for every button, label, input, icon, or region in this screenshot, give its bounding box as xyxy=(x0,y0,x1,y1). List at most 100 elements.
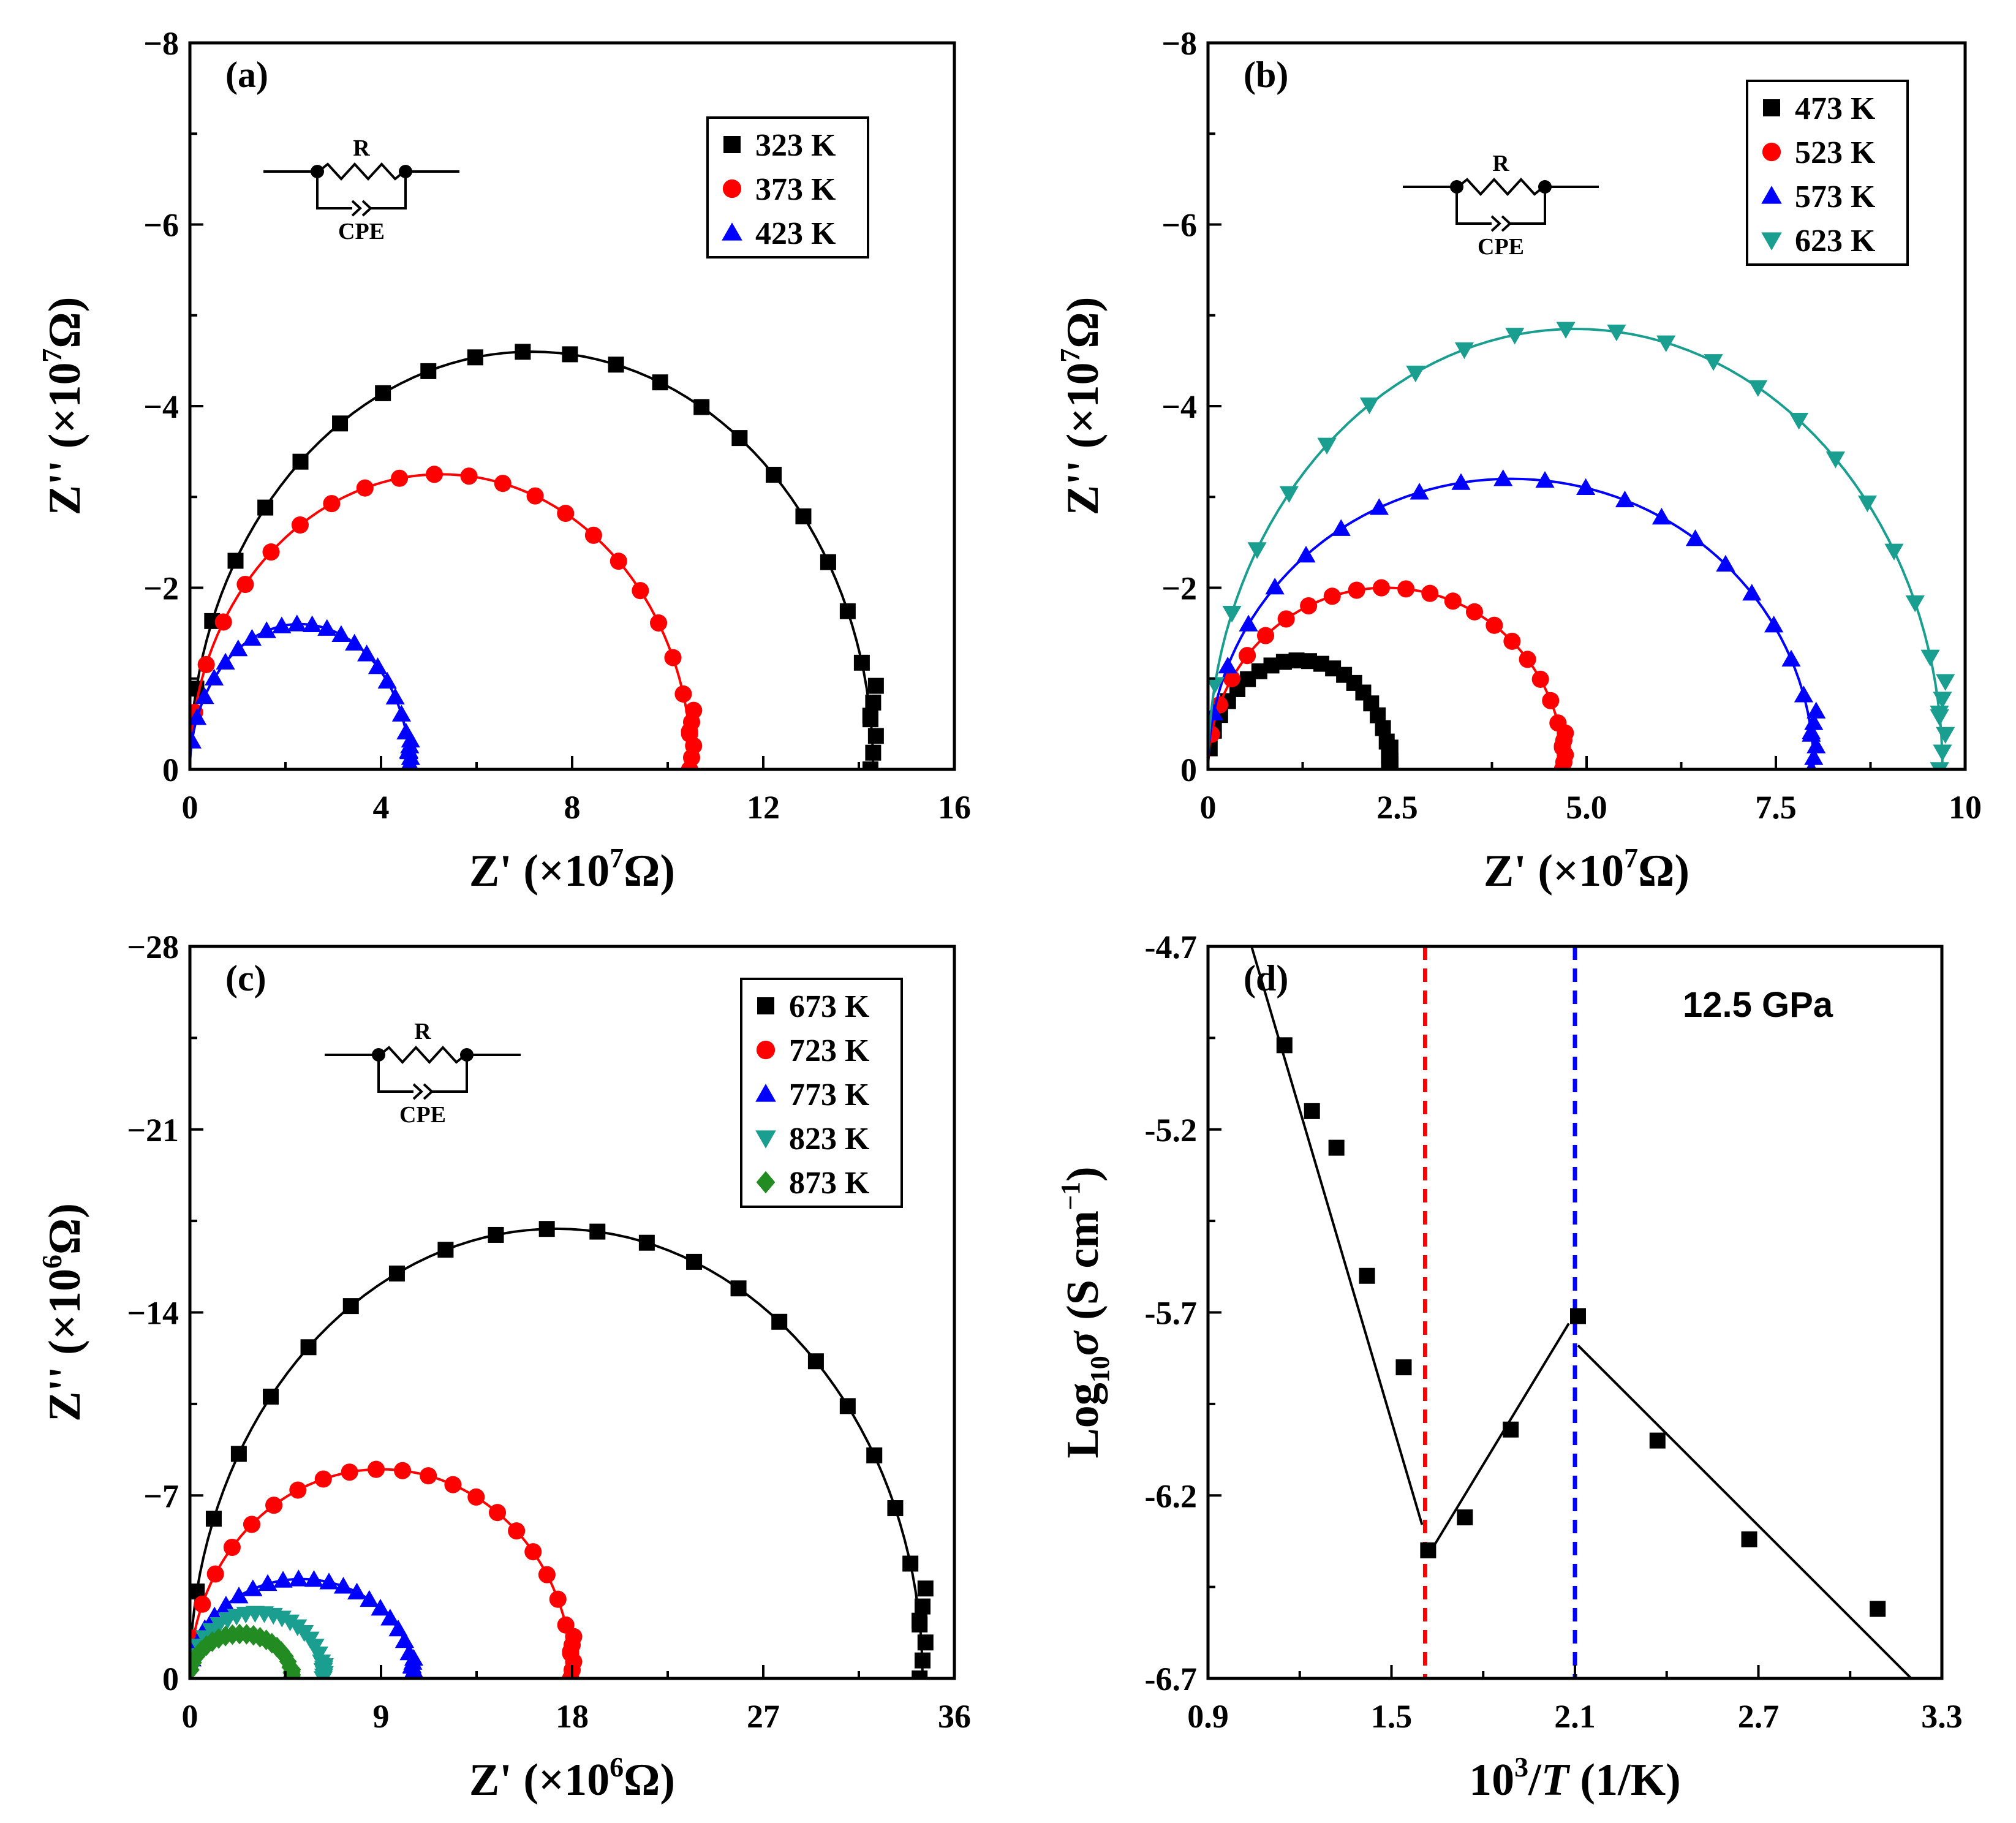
fit-curve xyxy=(1208,327,1944,769)
data-point xyxy=(538,1221,555,1237)
legend-marker xyxy=(723,136,741,153)
data-point xyxy=(865,694,882,711)
panel-label: (c) xyxy=(225,958,266,998)
data-point xyxy=(317,619,337,636)
data-point xyxy=(291,516,309,534)
data-point xyxy=(912,1670,928,1678)
legend-label: 723 K xyxy=(789,1033,870,1068)
legend-label: 323 K xyxy=(755,128,836,163)
data-point xyxy=(1375,720,1391,736)
data-point xyxy=(853,654,870,671)
data-point xyxy=(866,1447,883,1463)
x-tick-label: 10 xyxy=(1949,789,1982,826)
y-tick-label: −6 xyxy=(143,207,179,244)
legend-label: 873 K xyxy=(789,1166,870,1201)
data-point xyxy=(565,1628,583,1645)
data-point xyxy=(867,728,884,744)
data-point xyxy=(345,633,364,651)
data-point xyxy=(333,1577,353,1594)
data-point xyxy=(265,1497,283,1514)
data-point xyxy=(1277,610,1295,628)
data-point xyxy=(1789,413,1809,430)
data-point xyxy=(902,1555,919,1572)
data-point xyxy=(917,1580,934,1597)
legend-marker xyxy=(1761,186,1782,204)
resistor xyxy=(317,162,406,181)
data-point xyxy=(693,399,710,415)
data-point xyxy=(314,1658,334,1675)
data-point xyxy=(1256,627,1275,644)
data-point xyxy=(1331,519,1351,536)
legend-label: 373 K xyxy=(755,172,836,207)
data-point xyxy=(319,1572,339,1590)
legend-marker xyxy=(1763,99,1780,116)
series-673-K xyxy=(190,1221,934,1678)
data-point xyxy=(391,704,412,722)
legend-label: 823 K xyxy=(789,1122,870,1157)
x-tick-label: 36 xyxy=(938,1698,971,1735)
data-point xyxy=(360,1590,379,1607)
data-point xyxy=(287,614,307,632)
legend-label: 473 K xyxy=(1795,91,1876,126)
fit-curve xyxy=(190,1227,924,1678)
data-point xyxy=(357,644,377,662)
data-point xyxy=(1247,542,1267,559)
data-point xyxy=(557,505,575,523)
cpe-wire xyxy=(1455,187,1546,225)
data-point xyxy=(1806,701,1826,719)
data-point xyxy=(584,526,602,544)
data-point xyxy=(1348,581,1365,599)
data-point xyxy=(1406,365,1425,383)
data-point xyxy=(1930,709,1949,727)
legend-marker xyxy=(1761,232,1782,251)
data-point xyxy=(404,1648,424,1666)
data-point xyxy=(388,1619,408,1637)
x-tick-label: 3.3 xyxy=(1921,1698,1963,1735)
data-point xyxy=(526,487,544,505)
data-point xyxy=(194,1595,211,1613)
data-point xyxy=(314,1470,332,1488)
series-873-K xyxy=(190,1623,301,1678)
data-point xyxy=(862,711,878,728)
x-tick-label: 8 xyxy=(564,789,581,826)
data-point xyxy=(638,1234,655,1251)
x-tick-label: 4 xyxy=(373,789,390,826)
y-tick-label: −28 xyxy=(127,929,179,965)
data-point xyxy=(674,685,692,703)
data-point xyxy=(323,495,341,513)
legend-label: 773 K xyxy=(789,1078,870,1112)
data-point xyxy=(917,1634,934,1651)
data-point xyxy=(342,1298,359,1315)
x-tick-label: 16 xyxy=(938,789,971,826)
data-point xyxy=(1794,685,1814,703)
data-point xyxy=(205,668,224,686)
data-point xyxy=(1804,713,1824,730)
x-tick-label: 0 xyxy=(1200,789,1217,826)
data-point xyxy=(1607,324,1626,342)
plot-area xyxy=(1250,946,1912,1678)
data-point xyxy=(257,621,276,638)
data-point xyxy=(862,761,878,769)
fit-curve xyxy=(190,350,875,769)
data-point xyxy=(228,639,248,657)
data-point xyxy=(347,1582,367,1600)
equivalent-circuit: R CPE xyxy=(263,135,459,244)
legend: 473 K 523 K 573 K 623 K xyxy=(1746,80,1909,266)
data-point xyxy=(488,1226,504,1243)
y-axis-label: Z'' (×107Ω) xyxy=(36,297,90,516)
data-point xyxy=(257,499,274,516)
data-point xyxy=(258,1574,277,1591)
y-tick-label: 0 xyxy=(1180,752,1197,788)
data-point xyxy=(1276,1037,1293,1054)
x-tick-label: 18 xyxy=(556,1698,589,1735)
cpe-label: CPE xyxy=(338,219,385,244)
x-tick-label: 5.0 xyxy=(1566,789,1607,826)
data-point xyxy=(292,453,309,470)
data-point xyxy=(912,1616,928,1632)
data-point xyxy=(341,1463,358,1481)
data-point xyxy=(1535,471,1555,488)
data-point xyxy=(1802,725,1821,742)
x-tick-label: 0 xyxy=(182,1698,198,1735)
x-tick-label: 12 xyxy=(747,789,780,826)
data-point xyxy=(1369,498,1389,515)
